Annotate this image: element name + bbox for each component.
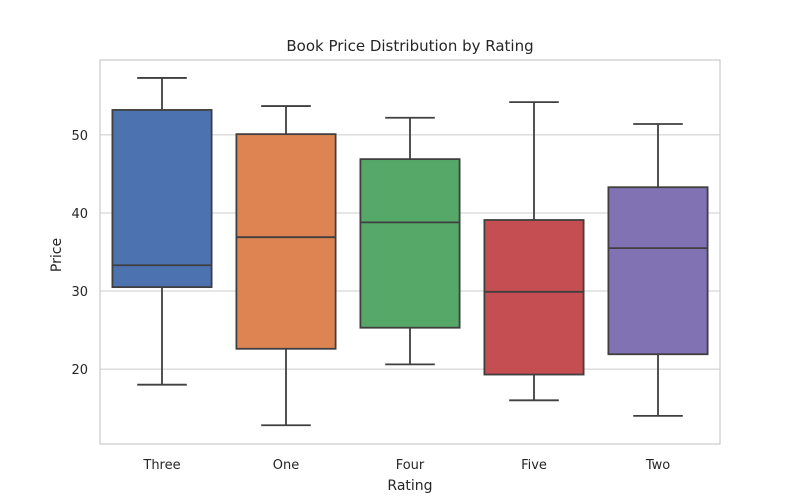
y-axis-label: Price: [49, 238, 65, 272]
y-tick-label: 20: [71, 363, 88, 378]
plot-frame: [99, 59, 721, 445]
box-iqr: [359, 158, 461, 329]
box-iqr: [235, 133, 337, 350]
box-iqr: [607, 186, 709, 356]
box-iqr: [483, 219, 585, 376]
x-tick-label: Five: [521, 458, 547, 473]
chart-title: Book Price Distribution by Rating: [286, 37, 533, 55]
box-group: [111, 77, 213, 386]
x-tick-label: Three: [142, 458, 180, 473]
x-tick-label: Four: [396, 458, 425, 473]
x-axis-label: Rating: [387, 478, 432, 494]
y-tick-label: 50: [71, 129, 88, 144]
x-tick-labels: Three One Four Five Two: [142, 458, 670, 473]
boxes: [111, 77, 709, 427]
y-tick-label: 40: [71, 207, 88, 222]
box-group: [607, 123, 709, 417]
box-group: [359, 116, 461, 366]
x-tick-label: Two: [645, 458, 670, 473]
box-group: [483, 101, 585, 402]
x-tick-label: One: [273, 458, 299, 473]
box-group: [235, 105, 337, 427]
box-iqr: [111, 109, 213, 289]
y-tick-labels: 20 30 40 50: [71, 129, 88, 378]
y-tick-label: 30: [71, 285, 88, 300]
